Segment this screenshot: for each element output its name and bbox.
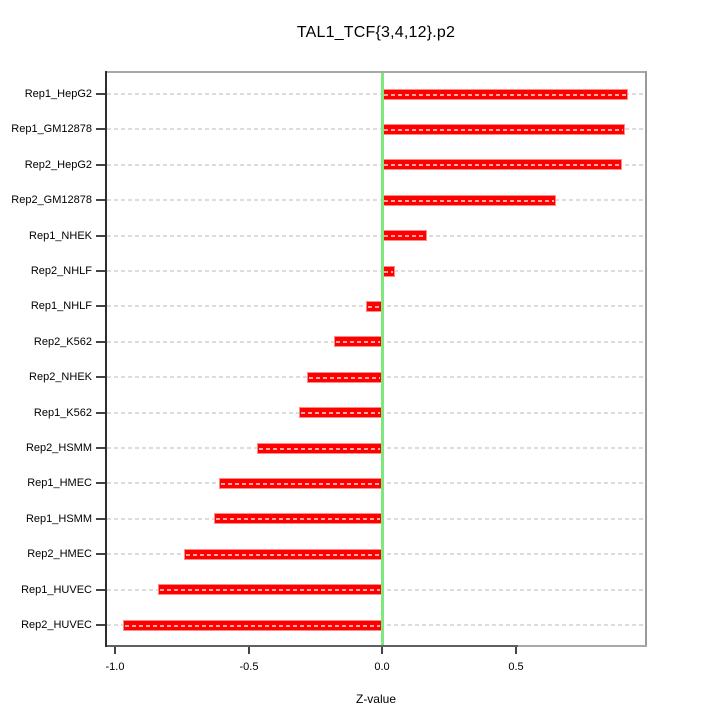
category-label: Rep1_NHLF	[30, 300, 92, 313]
category-label: Rep2_NHLF	[30, 265, 92, 277]
category-label: Rep2_K562	[33, 335, 92, 348]
bar	[158, 584, 382, 595]
grid-line	[107, 128, 645, 131]
y-axis-tick	[96, 93, 105, 95]
plot-box-top	[105, 71, 647, 73]
x-axis-tick	[114, 647, 116, 654]
bar-stripe	[125, 624, 380, 627]
category-label: Rep2_HSMM	[25, 442, 92, 454]
category-label: Rep2_HepG2	[24, 158, 92, 171]
bar	[366, 301, 382, 312]
zero-reference-line	[381, 73, 384, 645]
y-axis-tick	[96, 163, 105, 166]
bar-stripe	[384, 128, 623, 131]
x-tick-label: 0.0	[374, 661, 390, 673]
category-label: Rep1_HSMM	[25, 512, 92, 525]
category-label: Rep2_HUVEC	[21, 619, 92, 631]
bar	[214, 513, 382, 524]
bar	[184, 549, 382, 560]
category-label: Rep2_NHEK	[29, 371, 92, 384]
category-label: Rep1_HMEC	[27, 477, 92, 490]
category-label: Rep1_HepG2	[24, 88, 92, 100]
bar	[382, 195, 556, 206]
y-axis-tick	[96, 517, 105, 520]
x-axis-tick	[515, 647, 517, 654]
bar-stripe	[384, 163, 620, 166]
y-axis-tick	[96, 411, 105, 414]
x-axis-title: Z-value	[355, 692, 396, 706]
y-axis-tick	[96, 234, 105, 237]
y-axis-tick	[96, 553, 105, 556]
bar-stripe	[336, 340, 380, 343]
x-axis-tick	[381, 647, 383, 654]
bar-stripe	[384, 270, 393, 273]
bar	[382, 89, 628, 100]
bar-stripe	[216, 517, 380, 520]
bar	[334, 336, 382, 347]
bar-stripe	[384, 93, 626, 96]
y-axis-tick	[96, 482, 105, 485]
category-label: Rep1_NHEK	[29, 229, 92, 242]
y-axis-tick	[96, 376, 105, 379]
grid-line	[107, 93, 645, 95]
x-tick-label: -0.5	[239, 661, 259, 673]
y-axis-tick	[96, 447, 105, 449]
bar	[257, 443, 382, 454]
x-tick-label: -1.0	[105, 661, 125, 673]
y-axis-tick	[96, 128, 105, 131]
grid-line	[107, 234, 645, 237]
plot-box-right	[645, 71, 647, 647]
bar	[382, 159, 622, 170]
bar	[299, 407, 382, 418]
bar	[219, 478, 382, 489]
y-axis-tick	[96, 270, 105, 272]
bar	[382, 124, 625, 135]
x-tick-label: 0.5	[508, 661, 524, 673]
y-axis-line	[105, 71, 107, 647]
bar-stripe	[368, 305, 380, 308]
bar-stripe	[160, 588, 380, 591]
bar-stripe	[384, 199, 554, 202]
grid-line	[107, 270, 645, 272]
bar-stripe	[221, 482, 380, 485]
bar	[382, 230, 427, 241]
bar-stripe	[384, 234, 425, 237]
category-label: Rep1_K562	[33, 406, 92, 419]
bar-stripe	[259, 447, 380, 450]
chart-title: TAL1_TCF{3,4,12}.p2	[296, 24, 456, 41]
bar-stripe	[309, 376, 380, 379]
y-axis-tick	[96, 588, 105, 591]
category-label: Rep2_HMEC	[27, 548, 92, 561]
grid-line	[107, 163, 645, 166]
x-axis-tick	[248, 647, 250, 654]
y-axis-tick	[96, 624, 105, 626]
category-label: Rep1_GM12878	[11, 123, 92, 136]
y-axis-tick	[96, 199, 105, 202]
bar	[123, 620, 382, 631]
bar	[307, 372, 382, 383]
bar-stripe	[186, 553, 380, 556]
category-label: Rep2_GM12878	[11, 194, 92, 207]
y-axis-tick	[96, 305, 105, 308]
category-label: Rep1_HUVEC	[21, 583, 92, 596]
y-axis-tick	[96, 340, 105, 343]
bar-stripe	[301, 411, 380, 414]
grid-line	[107, 199, 645, 202]
x-axis-line	[105, 645, 518, 647]
